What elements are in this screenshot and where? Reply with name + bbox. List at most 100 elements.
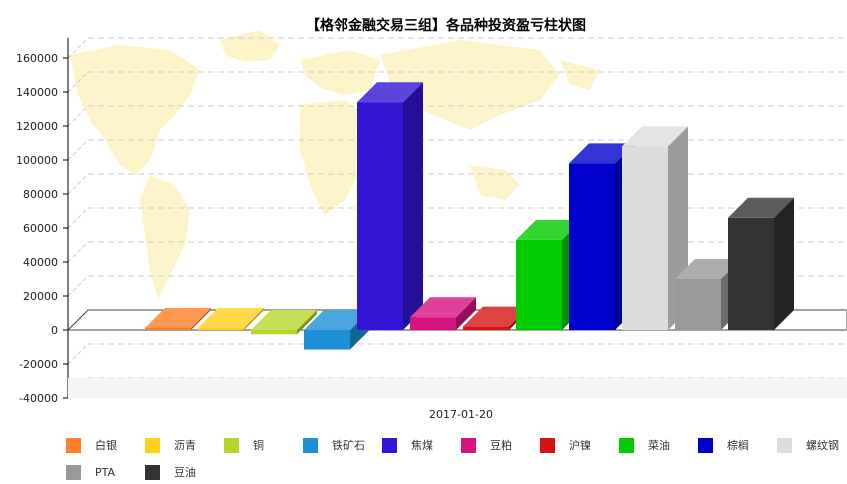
bar-side [191,307,211,330]
bar [198,307,264,330]
legend-item[interactable]: 沥青 [145,437,196,453]
bar-top [463,306,529,327]
legend-item[interactable]: 豆油 [145,464,196,480]
bar-front [569,163,615,330]
bar-top [410,297,476,318]
grid-diagonal [67,173,89,195]
bar-top [145,307,211,328]
legend-item[interactable]: 豆粕 [461,437,512,453]
bar-side [774,197,794,330]
bar-front [198,327,244,330]
bar-top [198,307,264,328]
legend-label: 豆油 [174,466,196,479]
bar-top [728,197,794,218]
legend-item[interactable]: 沪镍 [540,437,591,453]
legend-label: 沥青 [174,439,196,452]
bar-side [297,310,317,335]
bar-side [456,297,476,330]
bar [728,197,794,330]
bar-front [304,330,350,350]
legend-swatch [382,437,397,453]
legend-item[interactable]: 棕榈 [698,437,749,453]
bar-group [145,82,794,350]
grid-diagonal [67,241,89,263]
bar-top [357,82,423,103]
bar [145,307,211,330]
y-tick-label: 120000 [16,120,58,133]
legend-label: 螺纹钢 [806,439,839,452]
bar-top [516,219,582,240]
y-tick-label: 60000 [23,222,58,235]
y-tick-label: -40000 [19,392,58,405]
grid-diagonal [67,105,89,127]
y-tick-label: 0 [51,324,58,337]
bar [410,297,476,330]
legend-label: 白银 [95,439,117,452]
x-category-label: 2017-01-20 [429,408,493,421]
bar-front [251,330,297,335]
legend: 白银 沥青 铜 铁矿石 焦煤 豆粕 沪镍 菜油 棕榈 螺纹钢 PTA 豆油 [0,430,847,484]
bar-front [728,217,774,330]
legend-item[interactable]: 菜油 [619,437,670,453]
legend-item[interactable]: 铁矿石 [303,437,365,453]
world-map-background [70,30,600,300]
y-tick-label: 100000 [16,154,58,167]
legend-swatch [145,437,160,453]
legend-swatch [66,464,81,480]
y-tick-label: 20000 [23,290,58,303]
y-tick-label: 160000 [16,52,58,65]
legend-label: 焦煤 [411,439,433,452]
chart-title: 【格邻金融交易三组】各品种投资盈亏柱状图 [306,17,586,34]
bar-side [244,307,264,330]
legend-item[interactable]: 螺纹钢 [777,437,839,453]
bar-top [251,310,317,330]
legend-label: 豆粕 [490,439,512,452]
legend-swatch [303,437,318,453]
bar-front [675,279,721,330]
grid-diagonal [67,275,89,297]
y-tick-label: 40000 [23,256,58,269]
grid-diagonal [67,207,89,229]
legend-swatch [224,437,239,453]
bar [622,126,688,331]
chart-canvas: 160000 140000 120000 100000 80000 60000 40000 2… [16,17,847,421]
legend-swatch [619,437,634,453]
bar-top [569,143,635,164]
bar-side [403,82,423,330]
legend-label: PTA [95,465,116,479]
bar [251,310,317,335]
bar-front [516,239,562,330]
bar-top [675,259,741,279]
legend-label: 菜油 [648,439,670,452]
legend-label: 沪镍 [569,439,591,452]
legend-label: 棕榈 [727,439,749,452]
bar-front [622,146,668,330]
bar-top [622,126,688,147]
bar-front [357,102,403,330]
legend-swatch [698,437,713,453]
legend-item[interactable]: PTA [66,464,115,480]
grid-diagonal [67,139,89,161]
y-tick-label: 140000 [16,86,58,99]
legend-label: 铜 [253,439,264,452]
bar-front [463,326,509,330]
bar-top [304,310,370,330]
legend-swatch [777,437,792,453]
legend-swatch [461,437,476,453]
y-tick-label: 80000 [23,188,58,201]
grid-diagonal [67,71,89,93]
legend-label: 铁矿石 [332,439,365,452]
bar-front [410,317,456,330]
grid-diagonal [67,343,89,365]
y-axis: 160000 140000 120000 100000 80000 60000 40000 2… [16,38,69,405]
bar [357,82,423,330]
legend-swatch [540,437,555,453]
legend-item[interactable]: 铜 [224,437,264,453]
bar-front [145,327,191,330]
grid-diagonal [67,37,89,59]
legend-swatch [145,464,160,480]
floor-shade [68,378,847,398]
legend-item[interactable]: 白银 [66,437,117,453]
legend-item[interactable]: 焦煤 [382,437,433,453]
legend-swatch [66,437,81,453]
